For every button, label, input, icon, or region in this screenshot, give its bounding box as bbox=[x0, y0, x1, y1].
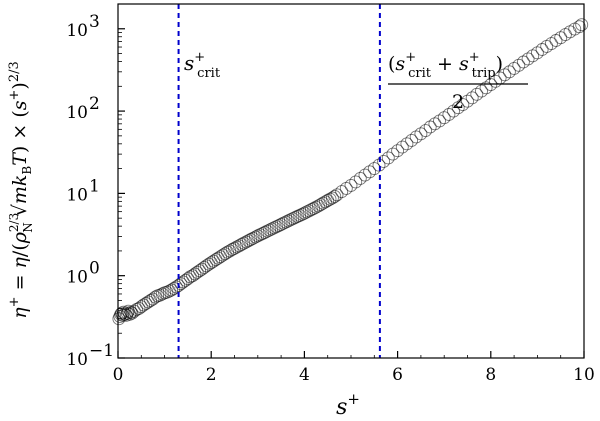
data-point bbox=[211, 251, 225, 265]
data-point bbox=[202, 257, 216, 271]
data-point bbox=[349, 175, 363, 189]
data-point bbox=[216, 248, 230, 262]
data-point bbox=[169, 280, 183, 294]
data-point bbox=[344, 178, 358, 192]
data-point bbox=[428, 117, 442, 131]
x-tick-label: 0 bbox=[113, 365, 124, 385]
data-point bbox=[400, 137, 414, 151]
x-tick-label: 2 bbox=[206, 365, 217, 385]
data-point bbox=[197, 260, 211, 274]
data-point bbox=[489, 74, 502, 88]
data-point bbox=[353, 171, 367, 185]
data-point bbox=[137, 298, 151, 312]
data-point bbox=[512, 58, 526, 72]
data-point bbox=[414, 127, 428, 141]
data-point bbox=[442, 108, 456, 121]
y-tick-exponent: 0 bbox=[89, 259, 100, 279]
data-point bbox=[118, 307, 132, 321]
data-point bbox=[165, 283, 179, 297]
data-point bbox=[123, 307, 137, 321]
data-point bbox=[498, 68, 512, 82]
data-point bbox=[209, 253, 223, 267]
data-point bbox=[386, 147, 400, 161]
data-point bbox=[447, 104, 460, 118]
data-point bbox=[179, 273, 193, 287]
y-axis-label: η+ = η/(ρ2/3N √mkBT) × (s+)2/3 bbox=[7, 61, 35, 319]
data-point bbox=[521, 52, 535, 66]
data-point bbox=[204, 256, 218, 270]
data-point bbox=[195, 262, 209, 276]
y-tick-exponent: −1 bbox=[89, 341, 114, 361]
x-tick-label: 8 bbox=[485, 365, 496, 385]
data-point bbox=[575, 18, 589, 32]
data-point bbox=[470, 87, 484, 101]
data-point bbox=[502, 65, 516, 79]
data-point bbox=[405, 133, 419, 147]
data-point bbox=[461, 94, 474, 108]
y-tick-exponent: 2 bbox=[89, 94, 100, 114]
y-tick-label: 10 bbox=[66, 103, 88, 123]
data-point bbox=[358, 168, 372, 182]
y-tick-exponent: 3 bbox=[89, 12, 100, 32]
data-point bbox=[433, 114, 446, 128]
data-points-layer bbox=[112, 18, 589, 326]
data-point bbox=[437, 111, 451, 125]
data-point bbox=[134, 300, 148, 314]
data-point bbox=[544, 37, 558, 51]
data-point bbox=[325, 191, 339, 205]
data-point bbox=[139, 297, 153, 310]
data-point bbox=[125, 306, 139, 320]
y-tick-label: 10 bbox=[66, 268, 88, 288]
data-point bbox=[172, 279, 186, 292]
data-point bbox=[190, 265, 204, 279]
x-tick-label: 4 bbox=[299, 365, 310, 385]
data-point bbox=[176, 275, 190, 289]
data-point bbox=[335, 185, 349, 199]
data-point bbox=[132, 301, 146, 315]
data-point bbox=[535, 43, 549, 56]
data-point bbox=[507, 61, 521, 75]
y-tick-exponent: 1 bbox=[89, 176, 100, 196]
y-tick-label: 10 bbox=[66, 350, 88, 370]
reference-lines-layer bbox=[177, 4, 381, 358]
y-tick-label: 10 bbox=[66, 185, 88, 205]
data-point bbox=[363, 165, 377, 179]
data-point bbox=[174, 277, 188, 291]
data-point bbox=[330, 188, 344, 202]
data-point bbox=[186, 269, 200, 283]
data-point bbox=[423, 120, 437, 134]
data-point bbox=[188, 267, 202, 281]
data-point bbox=[193, 264, 207, 278]
data-point bbox=[456, 98, 470, 112]
data-point bbox=[377, 154, 391, 168]
data-point bbox=[419, 124, 433, 138]
data-point bbox=[381, 151, 395, 165]
mid-annotation-denominator: 2 bbox=[452, 91, 464, 113]
data-point bbox=[479, 81, 493, 95]
data-point bbox=[391, 144, 405, 158]
data-point bbox=[395, 140, 409, 154]
data-point bbox=[409, 130, 423, 144]
data-point bbox=[530, 46, 544, 60]
x-tick-label: 10 bbox=[573, 365, 595, 385]
data-point bbox=[554, 31, 568, 45]
data-point bbox=[200, 259, 213, 273]
data-point bbox=[516, 55, 530, 69]
data-point bbox=[475, 84, 488, 98]
svg-text:η+ = η/(ρ2/3N √mkBT) × (s+)2/3: η+ = η/(ρ2/3N √mkBT) × (s+)2/3 bbox=[7, 61, 35, 319]
x-tick-label: 6 bbox=[392, 365, 403, 385]
y-tick-label: 10 bbox=[66, 21, 88, 41]
data-point bbox=[572, 20, 586, 34]
data-point bbox=[451, 101, 465, 115]
data-point bbox=[465, 91, 479, 105]
data-point bbox=[328, 189, 342, 203]
